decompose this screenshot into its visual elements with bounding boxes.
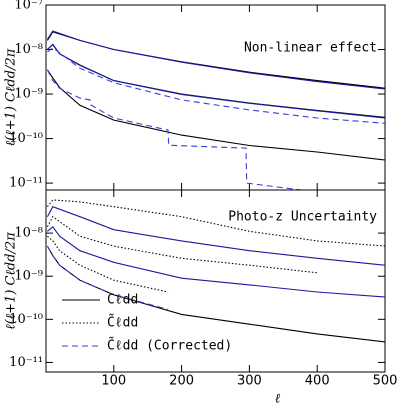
annotation: Non-linear effect — [244, 41, 377, 56]
y-axis-label: ℓ(ℓ+1) Cℓdd/2π — [4, 232, 19, 330]
y-tick-label: 10⁻¹⁰ — [9, 131, 43, 146]
y-tick-label: 10⁻⁸ — [14, 42, 43, 57]
series-line — [47, 235, 169, 293]
series-line — [47, 226, 385, 298]
series-line — [46, 245, 169, 310]
series-line — [47, 43, 385, 119]
plot-frame — [45, 189, 386, 373]
x-axis-label: ℓ — [275, 392, 281, 407]
legend-label: C̃ℓdd (Corrected) — [107, 337, 232, 353]
legend-label: C̃ℓdd — [107, 314, 138, 330]
series-line — [46, 30, 385, 90]
y-tick-label: 10⁻⁹ — [14, 87, 43, 102]
y-tick-label: 10⁻⁸ — [14, 226, 43, 241]
series-group — [46, 199, 385, 343]
plot-frame — [45, 4, 386, 191]
series-group — [46, 30, 385, 190]
annotation: Photo-z Uncertainty — [228, 210, 377, 225]
y-tick-label: 10⁻¹¹ — [9, 176, 43, 191]
x-tick-label: 500 — [373, 374, 398, 389]
x-tick-label: 300 — [237, 374, 262, 389]
y-tick-label: 10⁻⁷ — [14, 0, 43, 13]
x-tick-label: 400 — [305, 374, 330, 389]
y-tick-label: 10⁻¹¹ — [9, 355, 43, 370]
series-line — [46, 69, 385, 161]
series-line — [46, 215, 318, 274]
y-axis-label: ℓ(ℓ+1) Cℓdd/2π — [4, 48, 19, 146]
series-line — [47, 47, 385, 124]
series-line — [46, 69, 304, 190]
series-line — [46, 206, 385, 266]
x-tick-label: 200 — [169, 374, 194, 389]
y-tick-label: 10⁻¹⁰ — [9, 312, 43, 327]
y-tick-label: 10⁻⁹ — [14, 269, 43, 284]
legend-label: Cℓdd — [107, 293, 138, 308]
x-tick-label: 100 — [101, 374, 126, 389]
